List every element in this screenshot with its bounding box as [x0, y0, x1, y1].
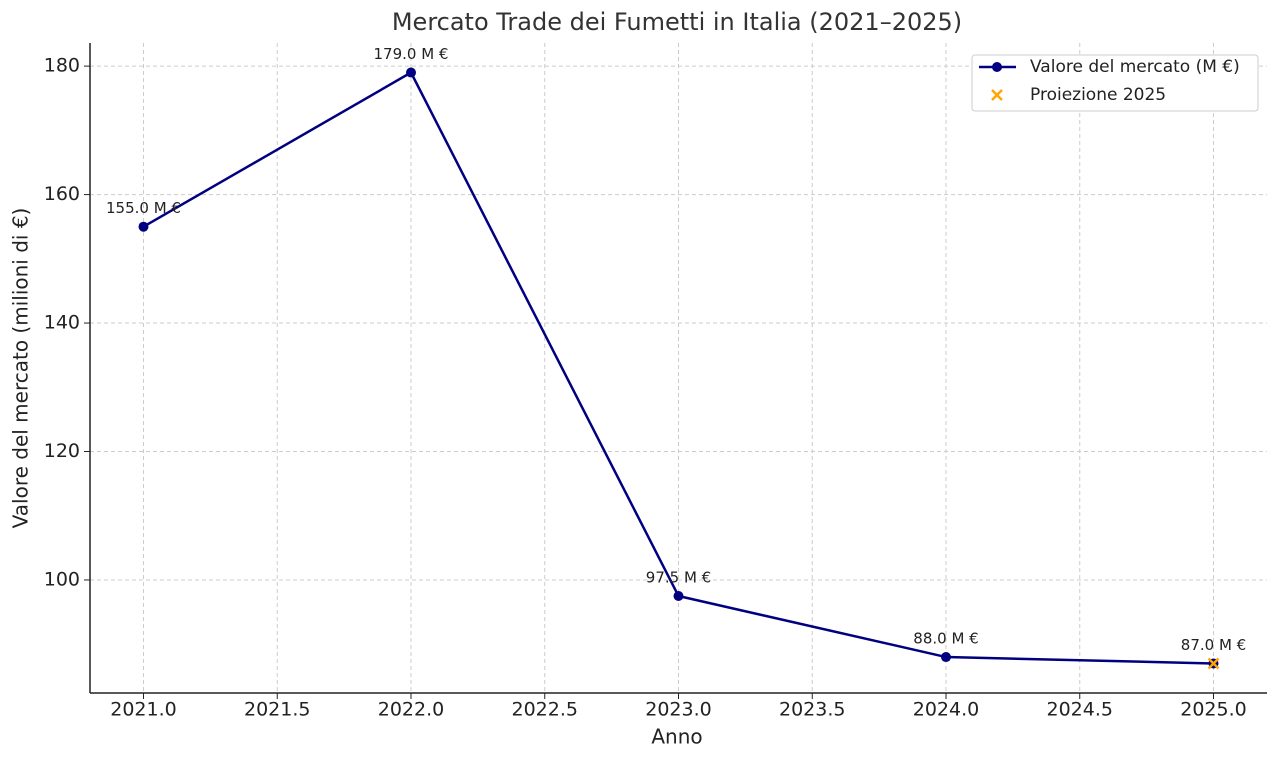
chart-title: Mercato Trade dei Fumetti in Italia (202…: [392, 8, 962, 36]
data-label: 97.5 M €: [646, 569, 711, 587]
y-axis-label: Valore del mercato (milioni di €): [9, 208, 33, 529]
data-label: 179.0 M €: [374, 45, 449, 63]
y-tick-label: 100: [44, 568, 80, 590]
x-tick-label: 2022.5: [512, 699, 578, 721]
point: [1207, 657, 1220, 670]
x-tick-label: 2021.0: [110, 699, 176, 721]
legend-box: [971, 54, 1259, 112]
y-tick-label: 180: [44, 55, 80, 77]
x-tick-label: 2025.0: [1180, 699, 1246, 721]
x-tick-label: 2024.5: [1047, 699, 1113, 721]
x-tick-label: 2021.5: [244, 699, 310, 721]
legend-label: Valore del mercato (M €): [1030, 57, 1240, 77]
x-axis-label: Anno: [651, 725, 702, 749]
y-tick-label: 120: [44, 440, 80, 462]
x-tick-label: 2024.0: [913, 699, 979, 721]
legend-marker: [992, 62, 1002, 72]
x-tick-label: 2023.0: [645, 699, 711, 721]
legend: Valore del mercato (M €) Proiezione 2025: [971, 54, 1259, 112]
point: [673, 591, 684, 602]
legend-label: Proiezione 2025: [1030, 85, 1166, 105]
point: [941, 652, 951, 663]
y-tick-label: 160: [44, 183, 80, 205]
data-label: 88.0 M €: [913, 630, 978, 648]
legend-marker: [991, 89, 1003, 101]
x-tick-label: 2022.0: [378, 699, 444, 721]
point: [406, 67, 416, 78]
data-label: 87.0 M €: [1181, 636, 1246, 654]
point: [138, 221, 149, 232]
point-stroke: [1207, 657, 1220, 670]
y-tick-label: 140: [44, 312, 80, 334]
x-tick-label: 2023.5: [779, 699, 845, 721]
data-label: 155.0 M €: [106, 199, 181, 217]
